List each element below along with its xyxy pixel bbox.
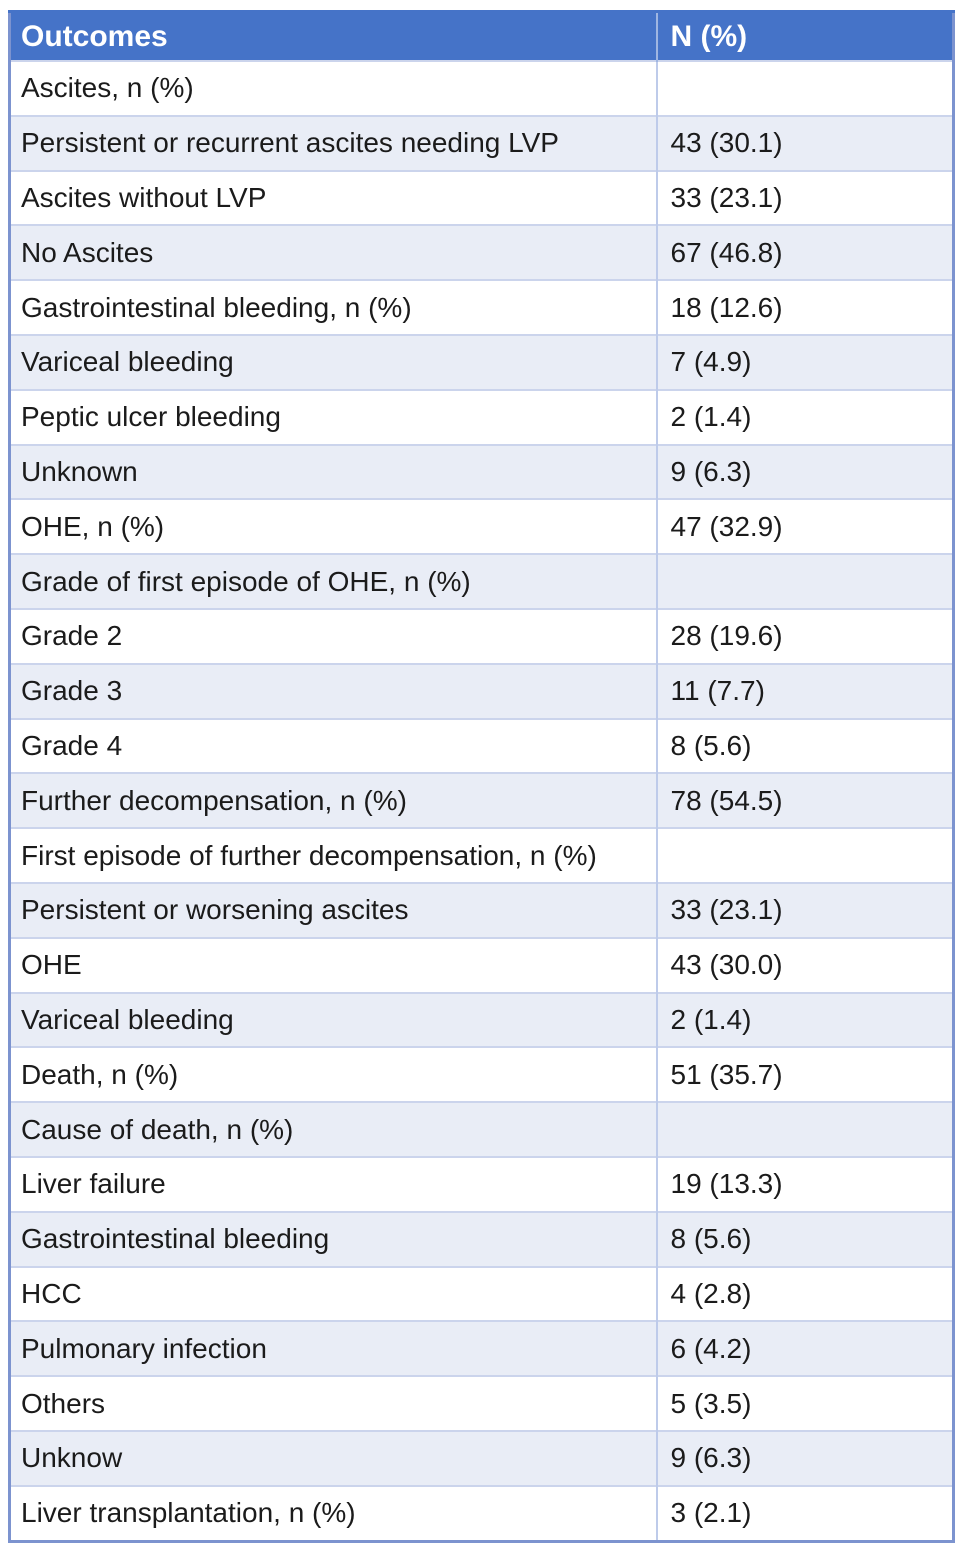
- outcomes-table: Outcomes N (%) Ascites, n (%) Persistent …: [8, 10, 955, 1543]
- n-percent-cell: 11 (7.7): [655, 662, 954, 719]
- outcome-label-cell: Liver failure: [9, 1155, 657, 1212]
- n-percent-cell: [655, 60, 954, 116]
- outcome-label-cell: Others: [9, 1375, 657, 1431]
- n-percent-cell: 8 (5.6): [655, 717, 954, 774]
- table-row: Grade of first episode of OHE, n (%): [9, 553, 954, 609]
- n-percent-cell: 4 (2.8): [655, 1265, 954, 1322]
- n-percent-cell: 33 (23.1): [655, 881, 954, 938]
- outcome-label-cell: Grade 2: [9, 607, 657, 664]
- outcome-label-cell: Grade of first episode of OHE, n (%): [9, 553, 657, 609]
- n-percent-cell: [655, 1101, 954, 1157]
- outcome-label-cell: Unknow: [9, 1429, 657, 1486]
- outcome-label-cell: Liver transplantation, n (%): [9, 1484, 657, 1542]
- outcome-label-cell: Persistent or recurrent ascites needing …: [9, 114, 657, 171]
- n-percent-cell: 3 (2.1): [655, 1484, 954, 1542]
- n-percent-cell: 33 (23.1): [655, 169, 954, 226]
- outcome-label-cell: Grade 3: [9, 662, 657, 719]
- table-row: Others 5 (3.5): [9, 1375, 954, 1431]
- outcome-label-cell: Gastrointestinal bleeding, n (%): [9, 279, 657, 335]
- n-percent-cell: 9 (6.3): [655, 1429, 954, 1486]
- table-row: Liver failure 19 (13.3): [9, 1155, 954, 1212]
- table-row: Gastrointestinal bleeding 8 (5.6): [9, 1210, 954, 1267]
- n-percent-cell: [655, 827, 954, 883]
- outcome-label-cell: Unknown: [9, 443, 657, 500]
- table-row: Further decompensation, n (%) 78 (54.5): [9, 772, 954, 829]
- outcome-label-cell: Persistent or worsening ascites: [9, 881, 657, 938]
- table-row: Grade 3 11 (7.7): [9, 662, 954, 719]
- table-row: Persistent or worsening ascites 33 (23.1): [9, 881, 954, 938]
- table-row: Unknown 9 (6.3): [9, 443, 954, 500]
- outcome-label-cell: OHE, n (%): [9, 498, 657, 555]
- n-percent-cell: 19 (13.3): [655, 1155, 954, 1212]
- table-row: Variceal bleeding 2 (1.4): [9, 991, 954, 1048]
- table-body: Ascites, n (%) Persistent or recurrent as…: [9, 60, 954, 1542]
- table-row: Persistent or recurrent ascites needing …: [9, 114, 954, 171]
- table-row: Pulmonary infection 6 (4.2): [9, 1320, 954, 1377]
- column-header-n-percent: N (%): [655, 10, 954, 61]
- n-percent-cell: 67 (46.8): [655, 224, 954, 281]
- outcome-label-cell: No Ascites: [9, 224, 657, 281]
- table-row: Ascites, n (%): [9, 60, 954, 116]
- n-percent-cell: 5 (3.5): [655, 1375, 954, 1431]
- n-percent-cell: 7 (4.9): [655, 333, 954, 390]
- table-row: No Ascites 67 (46.8): [9, 224, 954, 281]
- outcomes-table-container: Outcomes N (%) Ascites, n (%) Persistent …: [8, 10, 955, 1543]
- table-row: OHE 43 (30.0): [9, 936, 954, 993]
- table-row: First episode of further decompensation,…: [9, 827, 954, 883]
- table-row: Unknow 9 (6.3): [9, 1429, 954, 1486]
- outcome-label-cell: Further decompensation, n (%): [9, 772, 657, 829]
- outcome-label-cell: First episode of further decompensation,…: [9, 827, 657, 883]
- n-percent-cell: 8 (5.6): [655, 1210, 954, 1267]
- n-percent-cell: [655, 553, 954, 609]
- n-percent-cell: 28 (19.6): [655, 607, 954, 664]
- n-percent-cell: 18 (12.6): [655, 279, 954, 335]
- table-row: OHE, n (%) 47 (32.9): [9, 498, 954, 555]
- header-row: Outcomes N (%): [9, 10, 954, 61]
- outcome-label-cell: OHE: [9, 936, 657, 993]
- outcome-label-cell: Variceal bleeding: [9, 991, 657, 1048]
- outcome-label-cell: Gastrointestinal bleeding: [9, 1210, 657, 1267]
- outcome-label-cell: Ascites without LVP: [9, 169, 657, 226]
- n-percent-cell: 6 (4.2): [655, 1320, 954, 1377]
- outcome-label-cell: HCC: [9, 1265, 657, 1322]
- table-row: HCC 4 (2.8): [9, 1265, 954, 1322]
- outcome-label-cell: Peptic ulcer bleeding: [9, 388, 657, 445]
- table-row: Liver transplantation, n (%) 3 (2.1): [9, 1484, 954, 1542]
- n-percent-cell: 9 (6.3): [655, 443, 954, 500]
- n-percent-cell: 2 (1.4): [655, 388, 954, 445]
- outcome-label-cell: Pulmonary infection: [9, 1320, 657, 1377]
- n-percent-cell: 51 (35.7): [655, 1046, 954, 1103]
- n-percent-cell: 43 (30.1): [655, 114, 954, 171]
- table-row: Variceal bleeding 7 (4.9): [9, 333, 954, 390]
- outcome-label-cell: Death, n (%): [9, 1046, 657, 1103]
- n-percent-cell: 2 (1.4): [655, 991, 954, 1048]
- column-header-outcomes: Outcomes: [9, 10, 657, 61]
- table-row: Ascites without LVP 33 (23.1): [9, 169, 954, 226]
- n-percent-cell: 78 (54.5): [655, 772, 954, 829]
- table-row: Cause of death, n (%): [9, 1101, 954, 1157]
- n-percent-cell: 47 (32.9): [655, 498, 954, 555]
- table-row: Grade 2 28 (19.6): [9, 607, 954, 664]
- n-percent-cell: 43 (30.0): [655, 936, 954, 993]
- table-row: Peptic ulcer bleeding 2 (1.4): [9, 388, 954, 445]
- outcome-label-cell: Grade 4: [9, 717, 657, 774]
- table-row: Gastrointestinal bleeding, n (%) 18 (12.6…: [9, 279, 954, 335]
- outcome-label-cell: Cause of death, n (%): [9, 1101, 657, 1157]
- table-row: Death, n (%) 51 (35.7): [9, 1046, 954, 1103]
- outcome-label-cell: Variceal bleeding: [9, 333, 657, 390]
- outcome-label-cell: Ascites, n (%): [9, 60, 657, 116]
